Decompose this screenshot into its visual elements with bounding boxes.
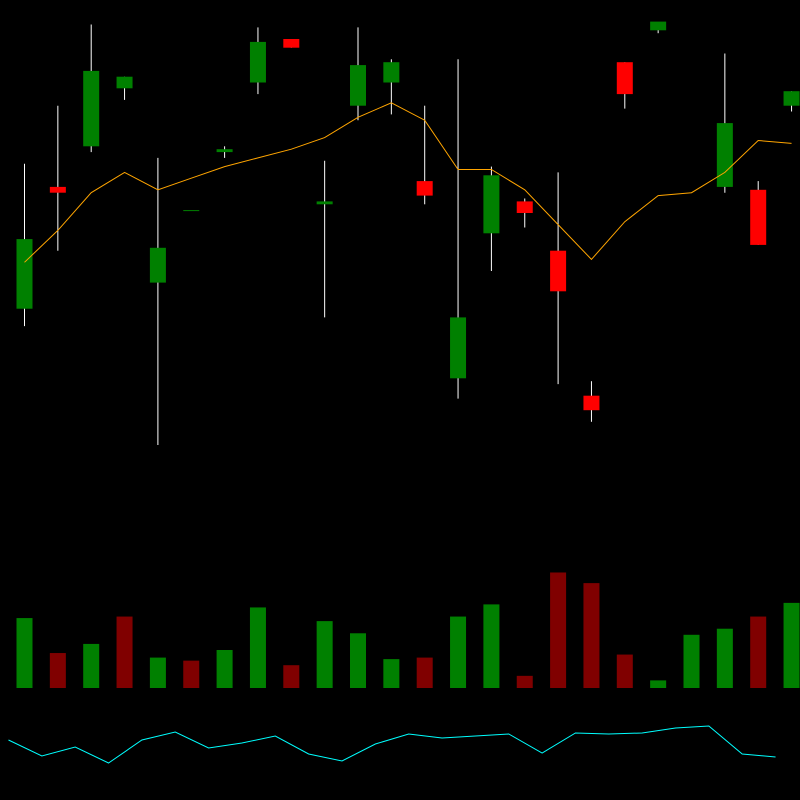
candle [616, 62, 633, 109]
volume-bar [350, 633, 366, 688]
candle [216, 146, 233, 158]
candle [583, 381, 600, 422]
candle [350, 27, 366, 121]
candle [49, 105, 66, 251]
candle [483, 166, 500, 271]
candle [283, 39, 300, 48]
candle-body [316, 201, 333, 205]
candle [183, 210, 200, 212]
candle-body [283, 39, 300, 48]
volume-bar [283, 665, 300, 688]
volume-bar [116, 616, 133, 688]
candle [516, 198, 533, 228]
candle-body [16, 239, 33, 309]
volume-panel [16, 572, 800, 688]
candle-body [350, 65, 366, 106]
candle-body [383, 62, 400, 83]
volume-bar [83, 643, 100, 688]
volume-bar [49, 653, 66, 688]
volume-bar [483, 604, 500, 688]
candle-body [516, 201, 533, 213]
candle [383, 59, 400, 115]
candle [716, 53, 733, 193]
volume-bar [416, 657, 433, 688]
volume-bar [249, 607, 266, 688]
candle-body [783, 91, 800, 106]
candle [116, 76, 133, 100]
volume-bar [650, 680, 667, 688]
volume-bar [616, 654, 633, 688]
candle-body [450, 317, 467, 379]
candle-body [583, 395, 600, 411]
volume-bar [149, 657, 166, 688]
candle-body [650, 21, 667, 31]
candle-body [550, 250, 567, 292]
candle [550, 172, 567, 385]
volume-bar [216, 650, 233, 688]
candle-body [716, 123, 733, 187]
volume-bar [716, 628, 733, 688]
candle-body [416, 181, 433, 196]
price-panel [16, 21, 800, 445]
volume-bar [316, 621, 333, 688]
candle [149, 157, 166, 445]
volume-bar [683, 634, 700, 688]
moving-average-line [24, 102, 792, 263]
candle-body [183, 210, 200, 212]
candle-body [83, 70, 100, 147]
volume-bar [750, 616, 767, 688]
candle [450, 59, 467, 399]
candle [416, 105, 433, 205]
candle-body [616, 62, 633, 95]
volume-bar [16, 618, 33, 688]
candle [83, 24, 100, 153]
candle-body [483, 175, 500, 234]
volume-bar [550, 572, 567, 688]
volume-bar [383, 659, 400, 688]
indicator-line [8, 725, 776, 764]
candle [750, 181, 767, 245]
candle [16, 163, 33, 327]
candle-body [216, 149, 233, 153]
volume-bar [450, 616, 467, 688]
indicator-panel [8, 725, 776, 764]
volume-bar [583, 583, 600, 688]
volume-bar [183, 660, 200, 688]
volume-bar [516, 675, 533, 688]
candle-body [149, 247, 166, 283]
candle [249, 27, 266, 95]
candle-body [49, 186, 66, 193]
candle [316, 160, 333, 318]
candle [783, 91, 800, 112]
candle-body [116, 76, 133, 89]
candle-body [750, 189, 767, 245]
volume-bar [783, 602, 800, 688]
candle [650, 21, 667, 34]
candle-body [249, 41, 266, 83]
